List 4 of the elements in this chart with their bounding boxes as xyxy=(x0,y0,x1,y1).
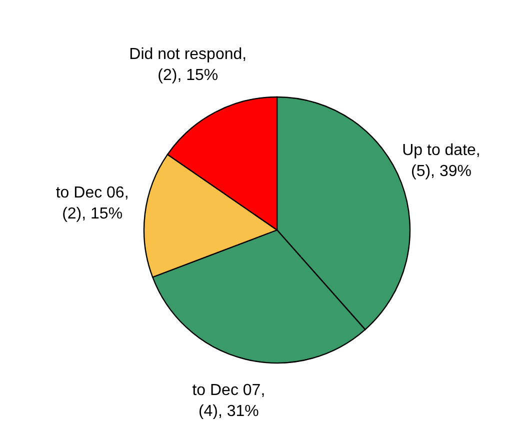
slice-label: to Dec 06, (2), 15% xyxy=(56,184,129,222)
slice-label: Up to date, (5), 39% xyxy=(402,142,480,180)
slice-label: Did not respond, (2), 15% xyxy=(129,46,247,84)
slice-label: to Dec 07, (4), 31% xyxy=(192,382,266,420)
